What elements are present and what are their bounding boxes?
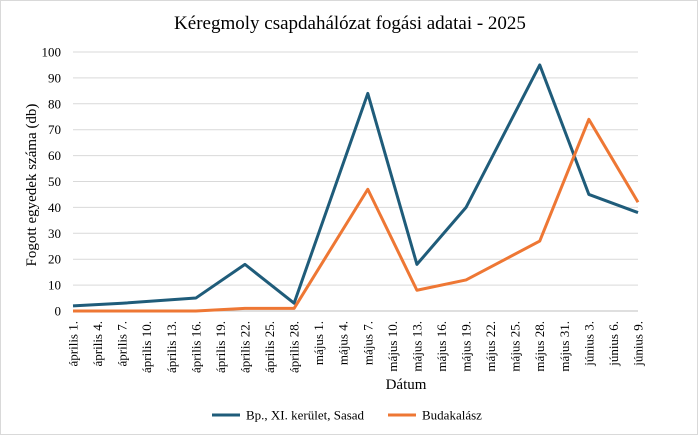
y-tick-label: 40 [48,200,61,215]
x-tick-label: május 19. [459,321,474,372]
gridlines [73,51,638,312]
x-axis-title: Dátum [386,377,427,393]
legend-label: Bp., XI. kerület, Sasad [246,408,365,423]
y-tick-label: 70 [48,122,61,137]
y-tick-label: 50 [48,174,61,189]
y-tick-label: 60 [48,148,61,163]
y-axis-title: Fogott egyedek száma (db) [24,104,40,267]
y-tick-label: 20 [48,252,61,267]
y-tick-label: 80 [48,96,61,111]
x-tick-label: április 10. [139,321,154,373]
y-tick-label: 30 [48,226,61,241]
x-tick-label: április 19. [213,321,228,373]
x-tick-label: április 22. [237,321,252,373]
x-tick-label: május 13. [409,321,424,372]
x-tick-label: június 9. [631,321,646,367]
y-tick-label: 10 [48,278,61,293]
chart-title: Kéregmoly csapdahálózat fogási adatai - … [174,13,526,34]
x-tick-label: június 3. [581,321,596,367]
x-tick-label: május 31. [557,321,572,372]
x-tick-label: május 25. [508,321,523,372]
legend-label: Budakalász [422,408,482,423]
y-tick-label: 90 [48,70,61,85]
x-tick-label: április 16. [188,321,203,373]
x-tick-label: május 1. [311,321,326,365]
y-tick-label: 0 [55,304,62,319]
y-tick-label: 100 [42,45,62,60]
y-axis-ticks: 0 10 20 30 40 50 60 70 80 90 100 [42,45,62,319]
legend: Bp., XI. kerület, Sasad Budakalász [212,408,482,423]
x-axis-ticks: április 1. április 4. április 7. április 10… [66,321,646,373]
x-tick-label: május 4. [336,321,351,365]
x-tick-label: május 22. [483,321,498,372]
x-tick-label: április 13. [164,321,179,373]
x-tick-label: április 28. [287,321,302,373]
x-tick-label: április 7. [115,321,130,367]
x-tick-label: május 7. [360,321,375,365]
x-tick-label: április 1. [66,321,81,367]
x-tick-label: május 16. [434,321,449,372]
x-tick-label: április 25. [262,321,277,373]
x-tick-label: április 4. [90,321,105,367]
x-tick-label: május 28. [532,321,547,372]
series-line-1 [72,63,639,308]
series-lines [72,63,640,313]
series-line-2 [73,117,640,313]
x-tick-label: június 6. [606,321,621,367]
x-tick-label: május 10. [385,321,400,372]
